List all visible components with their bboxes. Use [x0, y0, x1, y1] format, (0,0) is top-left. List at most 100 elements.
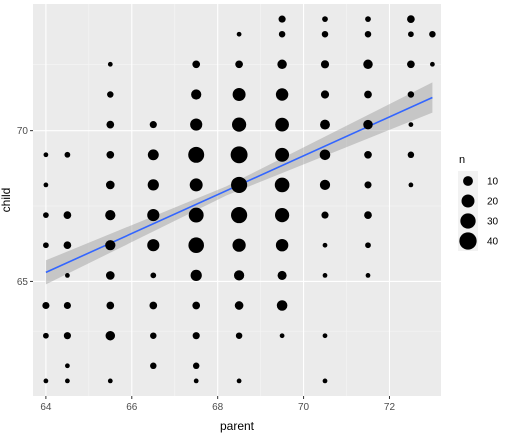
- x-axis: 64 66 68 70 72: [40, 396, 395, 413]
- data-point: [408, 122, 414, 127]
- data-point: [188, 237, 204, 253]
- data-point: [235, 60, 243, 69]
- grid-minor: [33, 4, 441, 396]
- data-point: [65, 363, 70, 369]
- data-point: [233, 270, 245, 281]
- x-tick-label: 70: [298, 402, 310, 413]
- data-point: [192, 362, 200, 370]
- data-point: [322, 16, 328, 22]
- legend-label: 40: [487, 237, 499, 248]
- points-layer: [42, 15, 436, 384]
- data-point: [274, 177, 290, 193]
- data-point: [231, 176, 248, 193]
- data-point: [43, 182, 49, 188]
- data-point: [188, 207, 204, 223]
- data-point: [191, 89, 202, 100]
- data-point: [147, 179, 159, 191]
- data-point: [232, 117, 247, 132]
- data-point: [235, 332, 243, 339]
- data-point: [42, 301, 50, 310]
- data-point: [106, 301, 115, 310]
- data-point: [107, 91, 114, 98]
- data-point: [363, 59, 373, 70]
- data-point: [43, 332, 49, 339]
- data-point: [407, 15, 415, 23]
- data-point: [43, 242, 49, 249]
- data-point: [430, 61, 435, 67]
- legend-symbol: [461, 194, 475, 208]
- data-point: [107, 378, 113, 384]
- data-point: [149, 301, 158, 310]
- data-point: [64, 151, 71, 158]
- data-point: [322, 333, 328, 339]
- legend-label: 30: [487, 217, 499, 228]
- data-point: [429, 30, 436, 38]
- data-point: [43, 378, 49, 384]
- data-point: [320, 119, 330, 130]
- data-point: [407, 91, 415, 98]
- data-point: [193, 378, 199, 384]
- data-point: [322, 273, 328, 278]
- y-axis-title: child: [0, 188, 13, 213]
- data-point: [192, 301, 201, 310]
- x-tick-label: 72: [384, 402, 396, 413]
- data-point: [319, 179, 331, 191]
- data-point: [106, 150, 115, 159]
- data-point: [364, 90, 372, 99]
- data-point: [320, 60, 330, 69]
- data-point: [320, 90, 330, 99]
- y-tick-label: 70: [17, 126, 29, 137]
- data-point: [65, 273, 70, 278]
- data-point: [275, 88, 289, 101]
- data-point: [321, 30, 329, 38]
- data-point: [277, 59, 287, 70]
- x-tick-label: 66: [126, 402, 138, 413]
- data-point: [364, 150, 372, 159]
- data-point: [234, 301, 244, 310]
- data-point: [192, 332, 200, 340]
- legend-label: 10: [487, 177, 499, 188]
- data-point: [365, 273, 371, 278]
- plot-panel: [33, 4, 441, 396]
- data-point: [230, 146, 248, 164]
- data-point: [278, 30, 286, 38]
- data-point: [105, 209, 116, 221]
- data-point: [190, 118, 203, 131]
- data-point: [147, 239, 160, 252]
- legend-symbol: [459, 232, 477, 250]
- data-point: [43, 152, 49, 158]
- data-point: [106, 120, 115, 129]
- data-point: [275, 208, 290, 223]
- legend-title: n: [459, 154, 465, 166]
- x-tick-label: 64: [40, 402, 52, 413]
- data-point: [322, 242, 328, 248]
- legend-symbol: [463, 176, 473, 186]
- data-point: [63, 241, 72, 250]
- data-point: [365, 16, 371, 22]
- data-point: [105, 330, 116, 341]
- data-point: [407, 151, 415, 159]
- data-point: [150, 362, 157, 370]
- data-point: [407, 60, 415, 69]
- data-point: [364, 181, 372, 189]
- data-point: [150, 272, 157, 279]
- data-point: [275, 117, 289, 132]
- data-point: [150, 332, 157, 339]
- data-point: [65, 378, 70, 384]
- data-point: [319, 149, 331, 161]
- data-point: [275, 238, 289, 252]
- size-legend: n 10 20 30 40: [458, 154, 499, 251]
- data-point: [190, 269, 202, 282]
- data-point: [322, 378, 328, 384]
- data-point: [188, 146, 205, 163]
- data-point: [192, 60, 201, 69]
- data-point: [365, 242, 371, 249]
- data-point: [276, 300, 288, 311]
- data-point: [43, 212, 49, 218]
- data-point: [105, 180, 115, 190]
- data-point: [231, 207, 248, 224]
- data-point: [408, 182, 414, 188]
- data-point: [232, 88, 246, 101]
- data-point: [107, 61, 113, 67]
